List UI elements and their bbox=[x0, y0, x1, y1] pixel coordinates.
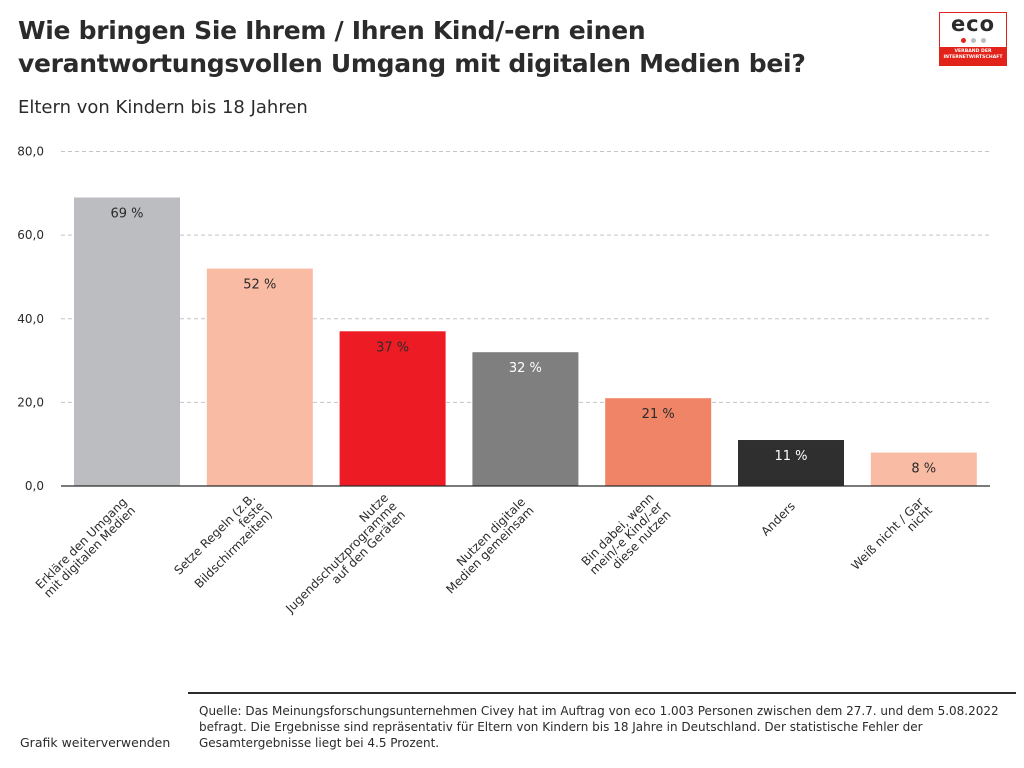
y-axis-ticks: 0,0 20,0 40,0 60,0 80,0 bbox=[17, 145, 44, 494]
x-tick-label: Bin dabei, wennmein/-e Kind/-erdiese nut… bbox=[578, 491, 673, 586]
chart-bars bbox=[74, 197, 977, 486]
x-tick-label-line: Anders bbox=[758, 499, 798, 539]
logo-dot-red bbox=[961, 38, 966, 43]
data-label: 52 % bbox=[243, 278, 276, 293]
x-tick-label-line: Medien gemeinsam bbox=[443, 503, 536, 596]
data-label: 32 % bbox=[509, 361, 542, 376]
x-axis-labels: Erkläre den Umgangmit digitalen Medien Se… bbox=[33, 491, 935, 625]
x-tick-label: Setze Regeln (z.B.festeBildschirmzeiten) bbox=[171, 491, 275, 595]
reuse-graphic-link[interactable]: Grafik weiterverwenden bbox=[20, 735, 171, 750]
x-tick-label: Weiß nicht / Garnicht bbox=[848, 495, 935, 582]
logo-dot-grey bbox=[981, 38, 986, 43]
logo-tagline-line2: INTERNETWIRTSCHAFT bbox=[943, 55, 1003, 60]
data-label: 37 % bbox=[376, 340, 409, 355]
chart-subtitle: Eltern von Kindern bis 18 Jahren bbox=[18, 97, 308, 118]
bar bbox=[738, 440, 844, 486]
x-tick-label-line: mit digitalen Medien bbox=[41, 503, 138, 600]
data-label: 11 % bbox=[774, 449, 807, 464]
data-label: 8 % bbox=[911, 462, 936, 477]
x-tick-label: Anders bbox=[758, 499, 798, 539]
y-tick-label: 40,0 bbox=[17, 312, 44, 326]
data-label: 69 % bbox=[110, 206, 143, 221]
x-tick-label-line: Weiß nicht / Gar bbox=[848, 495, 926, 573]
data-label: 21 % bbox=[642, 407, 675, 422]
eco-logo: eco VERBAND DER INTERNETWIRTSCHAFT bbox=[939, 12, 1007, 66]
x-tick-label: NutzeJugendschutzprogrammeauf den Geräte… bbox=[274, 491, 408, 625]
logo-dot-grey bbox=[971, 38, 976, 43]
y-tick-label: 80,0 bbox=[17, 145, 44, 159]
bar bbox=[870, 452, 977, 486]
x-tick-label: Nutzen digitaleMedien gemeinsam bbox=[435, 495, 537, 597]
x-tick-label-line: Erkläre den Umgang bbox=[33, 495, 130, 592]
data-labels: 69 % 52 % 37 % 32 % 21 % 11 % 8 % bbox=[110, 206, 936, 476]
footer-divider bbox=[188, 692, 1016, 694]
source-note: Quelle: Das Meinungsforschungsunternehme… bbox=[199, 704, 999, 750]
y-tick-label: 60,0 bbox=[17, 228, 44, 242]
logo-dots bbox=[959, 38, 989, 44]
logo-top-panel: eco bbox=[940, 13, 1006, 47]
x-tick-label-line: Jugendschutzprogramme bbox=[282, 499, 399, 616]
bar bbox=[472, 352, 579, 486]
logo-tagline: VERBAND DER INTERNETWIRTSCHAFT bbox=[940, 49, 1006, 61]
y-tick-label: 20,0 bbox=[17, 395, 44, 409]
logo-tagline-line1: VERBAND DER bbox=[954, 49, 992, 54]
y-tick-label: 0,0 bbox=[25, 479, 44, 493]
bar bbox=[74, 197, 180, 486]
chart-title: Wie bringen Sie Ihrem / Ihren Kind/-ern … bbox=[18, 16, 806, 78]
bar-chart: 0,0 20,0 40,0 60,0 80,0 69 % 52 % 37 % 32 % 21 %… bbox=[17, 145, 990, 625]
bar bbox=[339, 331, 446, 486]
x-tick-label: Erkläre den Umgangmit digitalen Medien bbox=[33, 495, 139, 601]
bar bbox=[206, 268, 313, 486]
logo-wordmark: eco bbox=[950, 12, 996, 36]
bar bbox=[605, 398, 712, 486]
